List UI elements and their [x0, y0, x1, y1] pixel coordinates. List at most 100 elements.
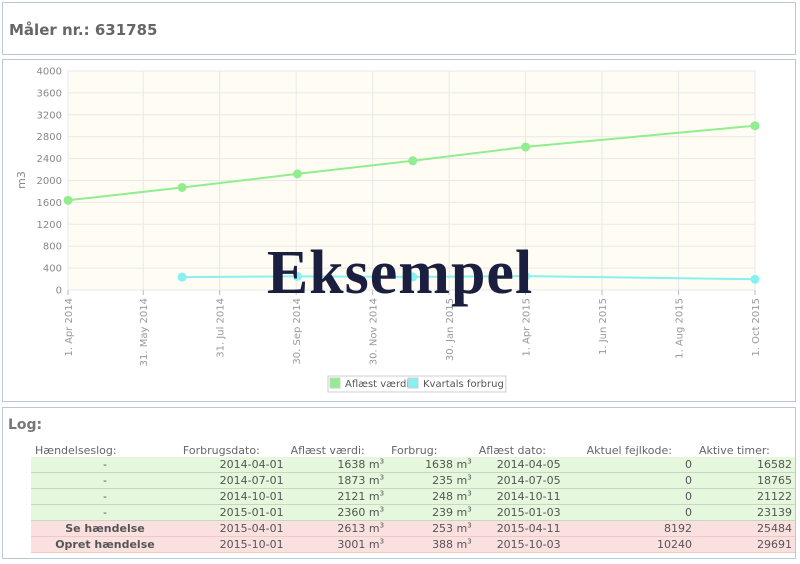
log-cell-hours: 21122 [694, 488, 795, 505]
log-cell-hours: 18765 [694, 472, 795, 489]
log-column-header: Aktive timer: [698, 443, 770, 457]
log-cell-error: 0 [582, 457, 695, 473]
log-cell-consumption: 253 m3 [387, 520, 475, 537]
unit-exponent: 3 [467, 473, 472, 482]
log-cell-hours: 25484 [694, 520, 795, 537]
log-column-header: Aktuel fejlkode: [586, 443, 672, 457]
log-cell-reading: 2613 m3 [286, 520, 388, 537]
log-cell-date: 2014-07-01 [178, 472, 287, 489]
log-cell-hours: 23139 [694, 504, 795, 521]
log-cell-read-date: 2014-07-05 [474, 472, 583, 489]
data-point[interactable] [408, 272, 418, 282]
legend-label[interactable]: Kvartals forbrug [423, 379, 504, 390]
value: 2613 [337, 522, 366, 535]
y-tick-label: 0 [56, 286, 62, 297]
meter-title: Måler nr.: 631785 [9, 21, 158, 39]
log-panel: Log: Hændelseslog: Forbrugsdato: Aflæst væ… [2, 407, 796, 559]
log-column-header: Aflæst dato: [478, 443, 547, 457]
data-point[interactable] [521, 271, 531, 281]
log-cell-event[interactable]: Se hændelse [31, 520, 179, 537]
log-table: Hændelseslog: Forbrugsdato: Aflæst værdi: F… [31, 443, 795, 553]
log-row: -2015-01-01 2360 m3 239 m3 2015-01-03 0 23139 [31, 504, 795, 521]
value: 2121 [337, 490, 366, 503]
legend-label[interactable]: Aflæst værdi [345, 379, 409, 390]
unit-exponent: 3 [379, 489, 385, 498]
data-point[interactable] [177, 182, 187, 192]
data-point[interactable] [408, 156, 418, 166]
data-point[interactable] [521, 142, 531, 152]
data-point[interactable] [750, 274, 760, 284]
y-tick-label: 2400 [37, 154, 62, 165]
legend-border [327, 375, 507, 393]
log-cell-error: 0 [582, 488, 695, 505]
value: 1873 [337, 474, 366, 487]
log-cell-read-date: 2015-01-03 [474, 504, 583, 521]
log-cell-error: 8192 [582, 520, 695, 537]
log-cell-event: - [31, 472, 179, 489]
log-cell-date: 2014-10-01 [178, 488, 287, 505]
y-tick-label: 800 [43, 242, 62, 253]
unit-exponent: 3 [379, 457, 385, 466]
y-tick-label: 1600 [37, 198, 62, 209]
log-column-header: Aflæst værdi: [290, 443, 365, 457]
log-cell-read-date: 2015-04-11 [474, 520, 583, 537]
unit-exponent: 3 [379, 473, 385, 482]
log-row[interactable]: Se hændelse 2015-04-01 2613 m3 253 m3 2015-0… [31, 520, 795, 537]
data-point[interactable] [292, 169, 302, 179]
x-tick-label: 1. Apr 2015 [522, 298, 533, 357]
y-tick-label: 1200 [37, 220, 62, 231]
log-cell-date: 2015-01-01 [178, 504, 287, 521]
value: 2360 [337, 506, 366, 519]
value: 388 [432, 538, 454, 551]
log-cell-reading: 3001 m3 [286, 536, 388, 553]
chart-panel: 0 400 800 1200 1600 2000 2400 2800 3200 3600 4000 … [2, 59, 796, 402]
log-title: Log: [8, 417, 43, 433]
log-row[interactable]: Opret hændelse 2015-10-01 3001 m3 388 m3 201… [31, 536, 795, 553]
log-cell-error: 0 [582, 504, 695, 521]
log-cell-event: - [31, 504, 179, 521]
unit-exponent: 3 [467, 489, 472, 498]
data-point[interactable] [63, 195, 73, 205]
log-cell-consumption: 235 m3 [387, 472, 475, 489]
chart-legend: Aflæst værdi Kvartals forbrug [327, 375, 507, 393]
value: 1638 [337, 458, 366, 471]
unit-exponent: 3 [467, 537, 472, 546]
data-point[interactable] [750, 121, 760, 131]
log-cell-consumption: 1638 m3 [387, 457, 475, 473]
log-row: -2014-10-01 2121 m3 248 m3 2014-10-11 0 21122 [31, 488, 795, 505]
log-cell-date: 2015-04-01 [178, 520, 287, 537]
log-cell-read-date: 2014-04-05 [474, 457, 583, 473]
unit: m [453, 458, 468, 471]
unit: m [365, 538, 380, 551]
meter-header-panel: Måler nr.: 631785 [2, 2, 796, 55]
x-tick-label: 1. Oct 2015 [751, 298, 762, 357]
value: 235 [432, 474, 454, 487]
log-row: -2014-04-01 1638 m3 1638 m3 2014-04-05 0 1658… [31, 457, 795, 473]
log-cell-reading: 1873 m3 [286, 472, 388, 489]
series-line-0 [67, 124, 756, 202]
unit-exponent: 3 [467, 457, 472, 466]
log-cell-event: - [31, 457, 179, 473]
data-point[interactable] [292, 271, 302, 281]
log-column-header: Hændelseslog: [35, 443, 117, 457]
legend-swatch [329, 377, 341, 389]
unit-exponent: 3 [379, 521, 385, 530]
unit: m [453, 538, 468, 551]
unit: m [365, 522, 380, 535]
y-tick-label: 400 [43, 264, 62, 275]
value: 3001 [337, 538, 366, 551]
log-cell-error: 10240 [582, 536, 695, 553]
unit: m [453, 522, 468, 535]
log-cell-date: 2014-04-01 [178, 457, 287, 473]
unit: m [453, 474, 468, 487]
legend-swatch [407, 377, 419, 389]
x-tick-label: 30. Nov 2014 [369, 298, 380, 365]
unit: m [453, 490, 468, 503]
x-tick-label: 1. Apr 2014 [64, 298, 75, 357]
data-point[interactable] [177, 272, 187, 282]
log-cell-event: - [31, 488, 179, 505]
log-cell-event[interactable]: Opret hændelse [31, 536, 179, 553]
log-cell-error: 0 [582, 472, 695, 489]
unit: m [453, 506, 468, 519]
value: 239 [432, 506, 454, 519]
